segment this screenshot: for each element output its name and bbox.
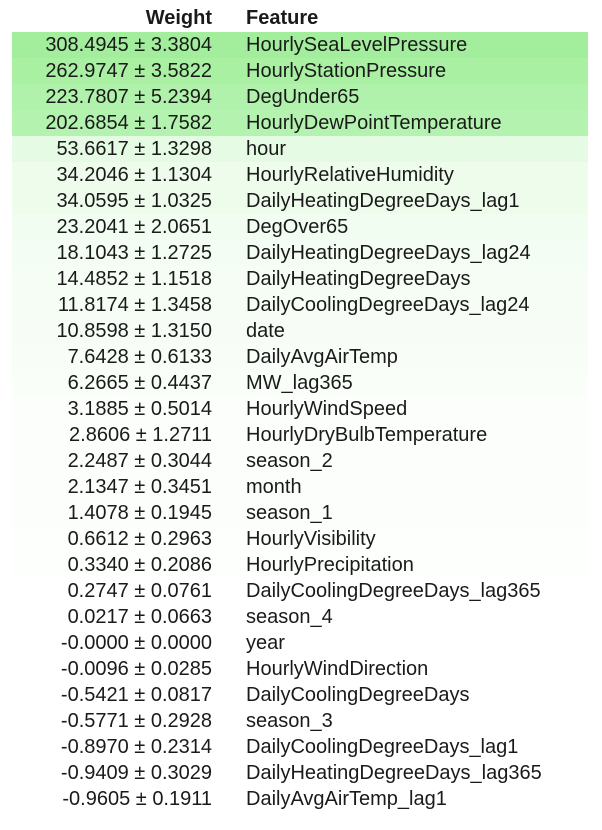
table-row: 202.6854 ± 1.7582 HourlyDewPointTemperatu… [12,110,588,136]
weight-cell: 0.0217 ± 0.0663 [67,606,212,628]
weight-cell: 11.8174 ± 1.3458 [57,294,212,316]
feature-cell: HourlyWindDirection [246,658,429,680]
table-body: 308.4945 ± 3.3804 HourlySeaLevelPressure 2… [12,32,588,812]
weight-cell: 2.2487 ± 0.3044 [67,450,212,472]
table-row: 223.7807 ± 5.2394 DegUnder65 [12,84,588,110]
feature-cell: season_2 [246,450,333,472]
table-row: 0.6612 ± 0.2963 HourlyVisibility [12,526,588,552]
weight-cell: -0.0000 ± 0.0000 [60,632,212,654]
weight-cell: -0.0096 ± 0.0285 [60,658,212,680]
table-row: 2.2487 ± 0.3044 season_2 [12,448,588,474]
header-row: Weight Feature [12,4,588,32]
feature-cell: DailyCoolingDegreeDays_lag1 [246,736,519,758]
weight-cell: 18.1043 ± 1.2725 [56,242,212,264]
feature-cell: HourlyRelativeHumidity [246,164,454,186]
table-row: 18.1043 ± 1.2725 DailyHeatingDegreeDays_l… [12,240,588,266]
weight-cell: 2.8606 ± 1.2711 [69,424,212,446]
feature-cell: HourlyVisibility [246,528,376,550]
feature-cell: DailyHeatingDegreeDays [246,268,471,290]
weight-cell: 3.1885 ± 0.5014 [67,398,212,420]
weight-cell: 6.2665 ± 0.4437 [67,372,212,394]
weight-cell: 0.2747 ± 0.0761 [67,580,212,602]
weight-header: Weight [145,6,212,29]
weight-cell: 0.6612 ± 0.2963 [67,528,212,550]
weight-cell: 262.9747 ± 3.5822 [45,60,212,82]
weight-cell: -0.8970 ± 0.2314 [60,736,212,758]
table-row: 308.4945 ± 3.3804 HourlySeaLevelPressure [12,32,588,58]
table-row: -0.9605 ± 0.1911 DailyAvgAirTemp_lag1 [12,786,588,812]
feature-cell: HourlySeaLevelPressure [246,34,468,56]
table-row: -0.0000 ± 0.0000 year [12,630,588,656]
weight-cell: 223.7807 ± 5.2394 [45,86,212,108]
weight-cell: 34.0595 ± 1.0325 [56,190,212,212]
table-row: 0.0217 ± 0.0663 season_4 [12,604,588,630]
feature-cell: HourlyDewPointTemperature [246,112,502,134]
feature-cell: DailyCoolingDegreeDays_lag24 [246,294,530,316]
table-row: 2.1347 ± 0.3451 month [12,474,588,500]
feature-cell: DailyCoolingDegreeDays_lag365 [246,580,541,602]
table-row: 3.1885 ± 0.5014 HourlyWindSpeed [12,396,588,422]
feature-cell: DailyHeatingDegreeDays_lag365 [246,762,542,784]
table-row: 2.8606 ± 1.2711 HourlyDryBulbTemperature [12,422,588,448]
table-row: -0.9409 ± 0.3029 DailyHeatingDegreeDays_l… [12,760,588,786]
weight-cell: 202.6854 ± 1.7582 [45,112,212,134]
weight-cell: 1.4078 ± 0.1945 [67,502,212,524]
feature-cell: year [246,632,285,654]
table-row: 0.3340 ± 0.2086 HourlyPrecipitation [12,552,588,578]
feature-cell: DegUnder65 [246,86,360,108]
feature-cell: DailyAvgAirTemp_lag1 [246,788,447,810]
feature-cell: MW_lag365 [246,372,353,394]
table-row: -0.5771 ± 0.2928 season_3 [12,708,588,734]
feature-cell: DailyAvgAirTemp [246,346,398,368]
feature-cell: season_3 [246,710,333,732]
feature-cell: date [246,320,285,342]
feature-cell: HourlyWindSpeed [246,398,408,420]
table-row: 7.6428 ± 0.6133 DailyAvgAirTemp [12,344,588,370]
weight-cell: 308.4945 ± 3.3804 [45,34,212,56]
weight-cell: 7.6428 ± 0.6133 [67,346,212,368]
feature-cell: DailyHeatingDegreeDays_lag24 [246,242,531,264]
feature-cell: DailyCoolingDegreeDays [246,684,470,706]
weight-cell: 53.6617 ± 1.3298 [56,138,212,160]
table-row: 34.2046 ± 1.1304 HourlyRelativeHumidity [12,162,588,188]
weight-cell: 34.2046 ± 1.1304 [56,164,212,186]
table-row: 34.0595 ± 1.0325 DailyHeatingDegreeDays_l… [12,188,588,214]
table-row: 6.2665 ± 0.4437 MW_lag365 [12,370,588,396]
table-row: 14.4852 ± 1.1518 DailyHeatingDegreeDays [12,266,588,292]
weight-cell: 0.3340 ± 0.2086 [67,554,212,576]
feature-cell: DegOver65 [246,216,349,238]
feature-cell: month [246,476,302,498]
feature-cell: HourlyStationPressure [246,60,447,82]
feature-cell: HourlyDryBulbTemperature [246,424,488,446]
feature-cell: season_4 [246,606,333,628]
table-row: 53.6617 ± 1.3298 hour [12,136,588,162]
weight-cell: -0.9605 ± 0.1911 [62,788,212,810]
weight-cell: -0.5771 ± 0.2928 [60,710,212,732]
weight-cell: 10.8598 ± 1.3150 [56,320,212,342]
feature-cell: DailyHeatingDegreeDays_lag1 [246,190,520,212]
table-row: 23.2041 ± 2.0651 DegOver65 [12,214,588,240]
table-row: 11.8174 ± 1.3458 DailyCoolingDegreeDays_l… [12,292,588,318]
table-row: 1.4078 ± 0.1945 season_1 [12,500,588,526]
feature-cell: season_1 [246,502,333,524]
weight-cell: 2.1347 ± 0.3451 [67,476,212,498]
table-row: -0.5421 ± 0.0817 DailyCoolingDegreeDays [12,682,588,708]
table-row: -0.0096 ± 0.0285 HourlyWindDirection [12,656,588,682]
table-row: 0.2747 ± 0.0761 DailyCoolingDegreeDays_la… [12,578,588,604]
weight-cell: 14.4852 ± 1.1518 [56,268,212,290]
weight-cell: 23.2041 ± 2.0651 [56,216,212,238]
feature-weight-table: Weight Feature 308.4945 ± 3.3804 HourlySe… [12,4,588,812]
feature-header: Feature [246,6,319,29]
feature-cell: HourlyPrecipitation [246,554,414,576]
table-row: -0.8970 ± 0.2314 DailyCoolingDegreeDays_l… [12,734,588,760]
feature-cell: hour [246,138,287,160]
weight-cell: -0.5421 ± 0.0817 [60,684,212,706]
table-row: 262.9747 ± 3.5822 HourlyStationPressure [12,58,588,84]
weight-cell: -0.9409 ± 0.3029 [60,762,212,784]
table-row: 10.8598 ± 1.3150 date [12,318,588,344]
